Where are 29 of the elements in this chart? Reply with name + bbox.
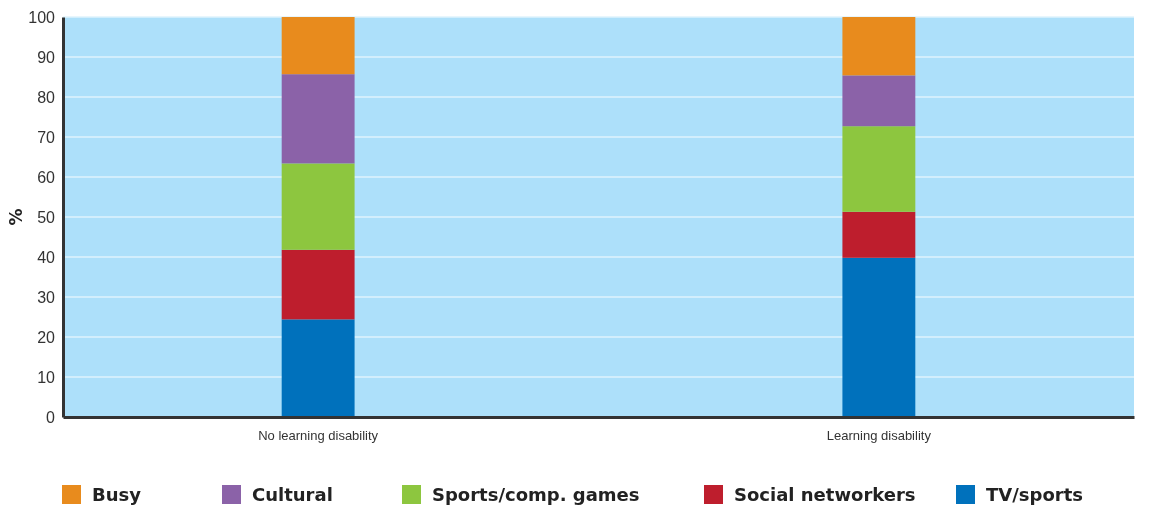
bar [281,74,355,164]
x-tick-label: No learning disability [258,428,379,444]
bar [281,319,355,417]
legend-label: Cultural [252,484,333,505]
legend-label: Social networkers [734,484,916,505]
y-tick-label: 0 [46,408,56,426]
bar [842,17,916,76]
bar [281,163,355,250]
x-tick-label: Learning disability [826,428,932,444]
bar [842,211,916,258]
bar [842,126,916,212]
y-tick-label: 40 [37,248,56,266]
y-tick-label: 30 [37,288,56,306]
y-tick-label: 10 [37,368,56,386]
y-tick-label: 20 [37,328,56,346]
bar [842,75,916,127]
y-tick-label: 100 [28,8,56,26]
legend-label: Sports/comp. games [432,484,640,505]
y-tick-label: 60 [37,168,56,186]
y-tick-label: 70 [37,128,56,146]
bar [281,249,355,320]
y-axis-title: % [6,208,26,226]
legend-label: TV/sports [986,484,1083,505]
y-tick-label: 50 [37,208,56,226]
legend-label: Busy [92,484,142,505]
bar [842,257,916,417]
y-tick-label: 80 [37,88,56,106]
y-tick-label: 90 [37,48,56,66]
bar [281,17,355,75]
